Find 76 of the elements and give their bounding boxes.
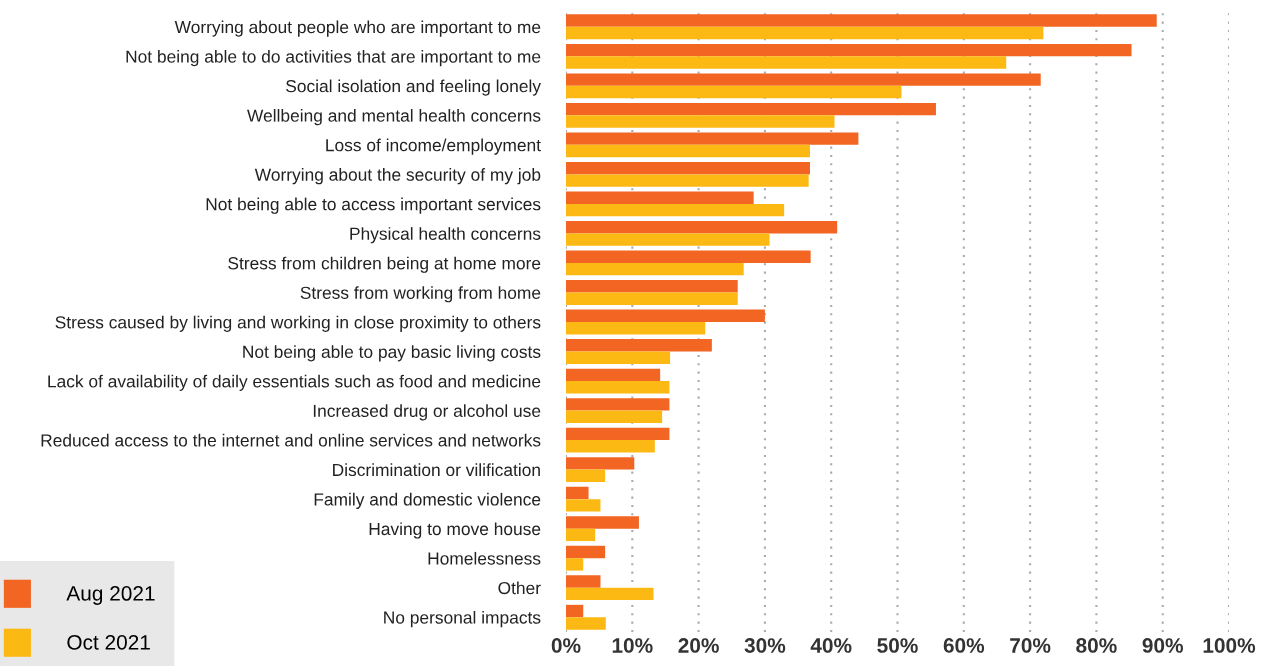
y-tick-label: Other bbox=[498, 581, 541, 595]
y-tick-label: Not being able to do activities that are important to me bbox=[126, 50, 541, 67]
y-tick-label: Homelessness bbox=[428, 551, 541, 565]
x-tick-label: 70% bbox=[1010, 638, 1051, 653]
bar bbox=[566, 427, 670, 441]
y-tick-label: Not being able to pay basic living costs bbox=[243, 345, 541, 362]
x-tick-label: 10% bbox=[612, 638, 653, 653]
x-tick-label: 100% bbox=[1203, 638, 1256, 653]
bar bbox=[566, 575, 601, 588]
bar bbox=[566, 440, 655, 453]
x-tick-label: 60% bbox=[943, 638, 985, 653]
bar bbox=[566, 144, 810, 158]
bar bbox=[566, 410, 663, 423]
bar bbox=[566, 604, 584, 618]
bar bbox=[566, 469, 606, 483]
bar bbox=[566, 174, 809, 187]
bar bbox=[566, 398, 670, 411]
y-tick-label: No personal impacts bbox=[384, 610, 541, 628]
bar bbox=[566, 262, 744, 276]
y-tick-label: Not being able to access important services bbox=[206, 197, 541, 214]
bar bbox=[566, 528, 596, 542]
y-tick-label: Social isolation and feeling lonely bbox=[286, 79, 541, 96]
bar bbox=[566, 132, 859, 145]
legend-label: Oct 2021 bbox=[67, 634, 150, 650]
x-tick-label: 50% bbox=[877, 638, 918, 653]
bar bbox=[566, 381, 670, 394]
y-tick-label: Worrying about people who are important to me bbox=[174, 20, 541, 37]
bar bbox=[566, 233, 770, 246]
x-tick-label: 0% bbox=[551, 638, 581, 653]
legend-label: Aug 2021 bbox=[66, 586, 155, 605]
y-tick-label: Worrying about the security of my job bbox=[254, 168, 541, 185]
bar bbox=[566, 351, 671, 364]
bar bbox=[566, 26, 1044, 40]
y-tick-label: Stress caused by living and working in close proximity to others bbox=[55, 315, 541, 332]
bar bbox=[566, 115, 835, 128]
bar bbox=[566, 43, 1132, 57]
bar bbox=[566, 368, 661, 382]
bar bbox=[566, 102, 936, 116]
bar bbox=[566, 339, 712, 352]
bar bbox=[566, 203, 785, 217]
bar bbox=[566, 250, 811, 263]
x-tick-label: 40% bbox=[810, 638, 852, 653]
bar bbox=[566, 486, 589, 500]
y-tick-label: Wellbeing and mental health concerns bbox=[247, 109, 541, 126]
y-tick-label: Physical health concerns bbox=[350, 227, 541, 244]
bar bbox=[566, 280, 738, 293]
y-tick-label: Stress from working from home bbox=[300, 286, 541, 303]
y-tick-label: Family and domestic violence bbox=[314, 492, 541, 510]
bar bbox=[566, 56, 1007, 69]
bar bbox=[566, 221, 838, 234]
bar bbox=[566, 457, 635, 470]
y-tick-label: Increased drug or alcohol use bbox=[313, 404, 541, 421]
bar bbox=[566, 322, 706, 335]
x-tick-label: 30% bbox=[744, 638, 786, 653]
bar bbox=[566, 85, 902, 99]
bar bbox=[566, 14, 1157, 27]
y-tick-label: Having to move house bbox=[369, 522, 541, 539]
bar bbox=[566, 309, 765, 322]
bar bbox=[566, 545, 606, 559]
bar bbox=[566, 558, 584, 571]
x-tick-label: 90% bbox=[1142, 638, 1183, 653]
bar bbox=[566, 161, 810, 175]
x-tick-label: 20% bbox=[678, 638, 719, 653]
y-tick-label: Stress from children being at home more bbox=[228, 256, 541, 273]
bar bbox=[566, 587, 654, 601]
bar bbox=[566, 73, 1041, 86]
bar bbox=[566, 516, 639, 529]
y-tick-label: Lack of availability of daily essentials such as food and medicine bbox=[48, 374, 541, 391]
y-tick-label: Discrimination or vilification bbox=[333, 463, 540, 477]
bar bbox=[566, 292, 738, 305]
bar bbox=[566, 617, 606, 630]
bar bbox=[566, 191, 754, 204]
y-tick-label: Reduced access to the internet and online services and networks bbox=[41, 433, 541, 447]
bar bbox=[566, 499, 601, 512]
y-tick-label: Loss of income/employment bbox=[326, 138, 541, 155]
x-tick-label: 80% bbox=[1076, 638, 1117, 653]
